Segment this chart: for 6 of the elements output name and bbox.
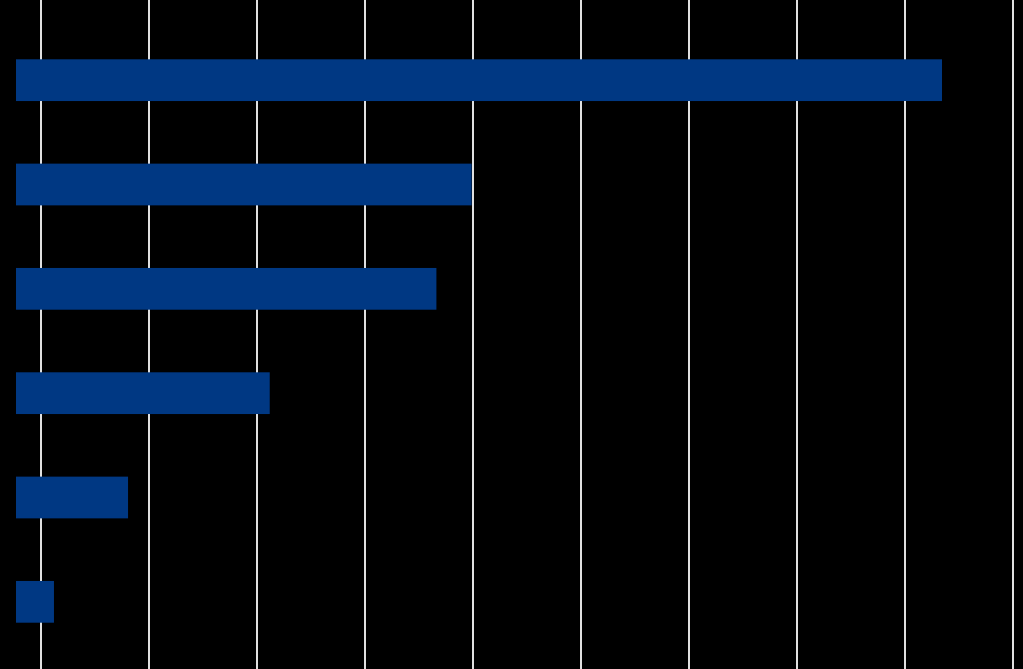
bar xyxy=(16,163,472,206)
bar xyxy=(16,580,54,623)
bar xyxy=(16,59,942,102)
bar xyxy=(16,476,129,519)
bar xyxy=(16,267,437,310)
bar xyxy=(16,372,270,415)
